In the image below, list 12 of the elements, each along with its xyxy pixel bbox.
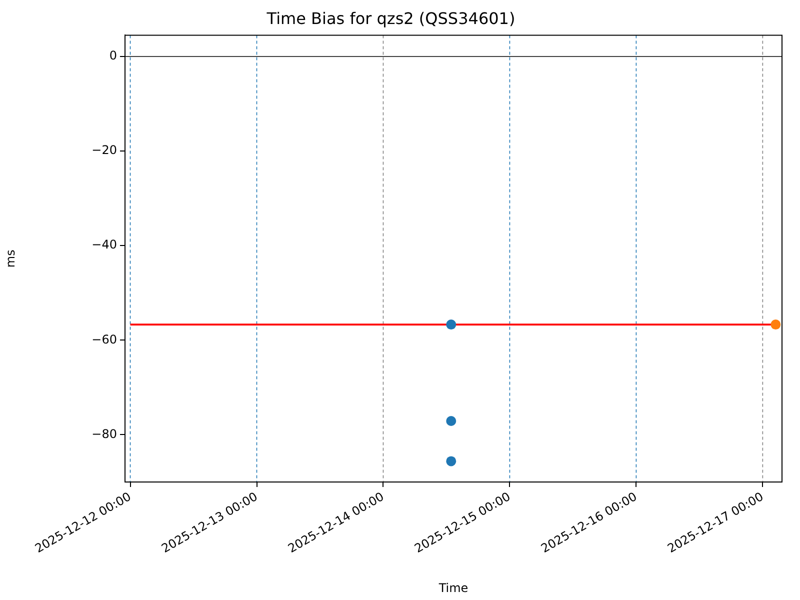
y-axis-title: ms — [3, 250, 18, 268]
x-axis-title: Time — [438, 580, 468, 595]
y-tick-label: −40 — [92, 238, 117, 252]
point — [446, 320, 456, 330]
chart-title: Time Bias for qzs2 (QSS34601) — [266, 8, 516, 28]
point — [770, 320, 781, 330]
point — [446, 416, 456, 426]
y-tick-label: −80 — [92, 426, 117, 441]
y-tick-label: −20 — [92, 143, 117, 158]
point — [446, 456, 456, 466]
y-tick-label: 0 — [109, 48, 117, 63]
y-tick-label: −60 — [92, 332, 117, 346]
